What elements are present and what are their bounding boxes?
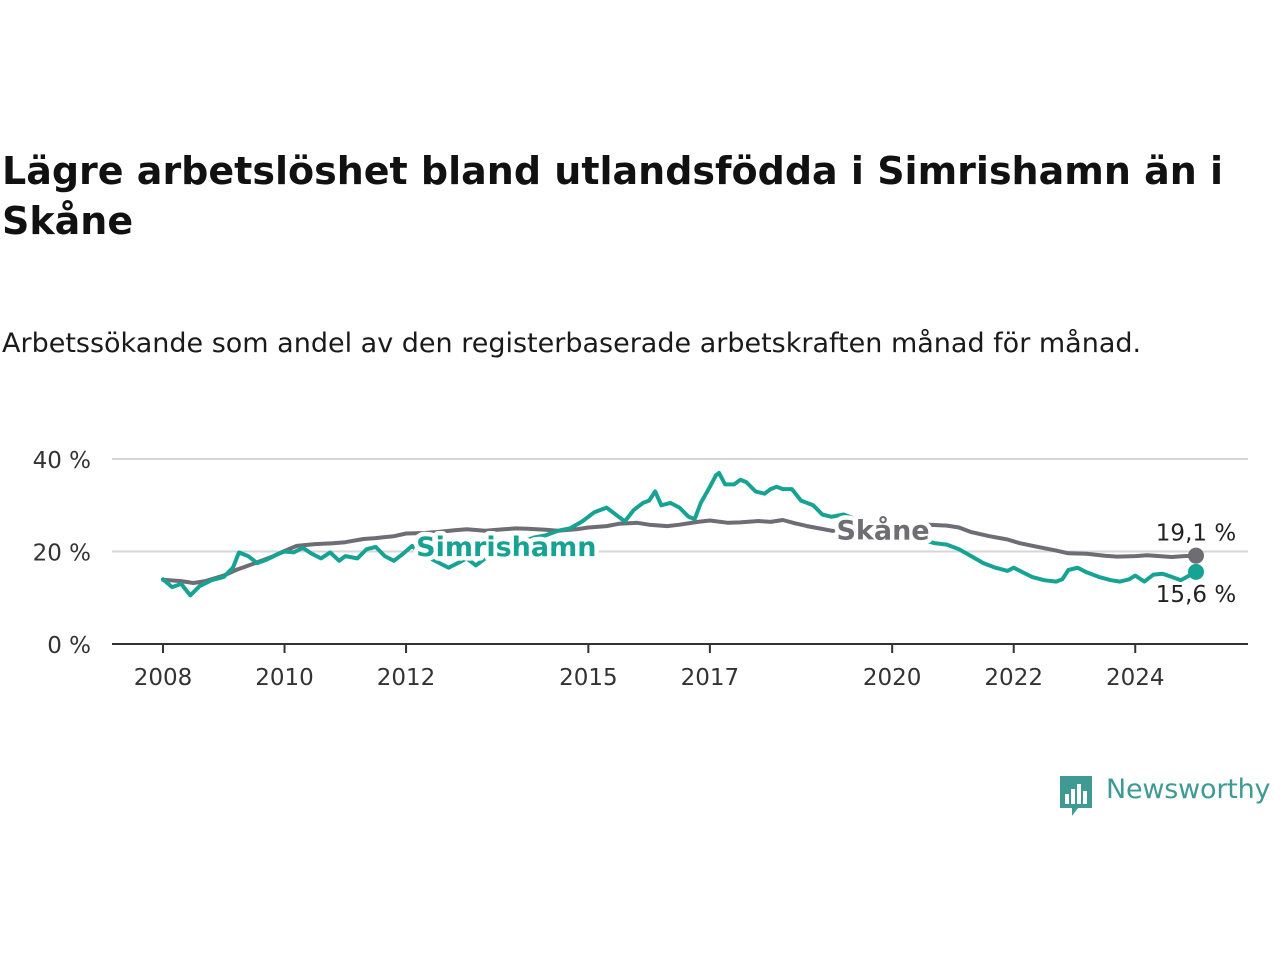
x-tick-label: 2008 <box>134 665 193 691</box>
end-value-label-simrishamn: 15,6 % <box>1156 582 1236 608</box>
y-tick-label: 20 % <box>33 541 91 567</box>
x-tick-label: 2012 <box>377 665 436 691</box>
x-tick-label: 2010 <box>255 665 314 691</box>
y-tick-label: 0 % <box>47 633 91 659</box>
x-tick-label: 2017 <box>681 665 740 691</box>
y-tick-label: 40 % <box>33 448 91 474</box>
line-chart: 0 % 20 % 40 % 2008 2010 2012 2015 2017 2020 2022 2… <box>33 448 1248 691</box>
end-value-label-skane: 19,1 % <box>1156 521 1236 547</box>
chart-title: Lägre arbetslöshet bland utlandsfödda i … <box>2 149 1224 243</box>
brand-name: Newsworthy <box>1106 774 1271 805</box>
x-tick-label: 2020 <box>863 665 922 691</box>
series-line-skane <box>161 518 1198 585</box>
series-label-simrishamn: Simrishamn <box>416 532 596 563</box>
newsworthy-chart-icon <box>1060 776 1092 816</box>
chart-subtitle: Arbetssökande som andel av den registerb… <box>2 328 1142 359</box>
x-tick-label: 2022 <box>984 665 1043 691</box>
x-tick-label: 2024 <box>1106 665 1165 691</box>
x-tick-label: 2015 <box>559 665 618 691</box>
newsworthy-logo: Newsworthy <box>1058 772 1280 818</box>
end-dot-simrishamn <box>1188 563 1204 580</box>
series-label-skane: Skåne <box>836 515 929 547</box>
series-line-simrishamn <box>161 470 1198 598</box>
end-dot-skane <box>1188 547 1204 564</box>
